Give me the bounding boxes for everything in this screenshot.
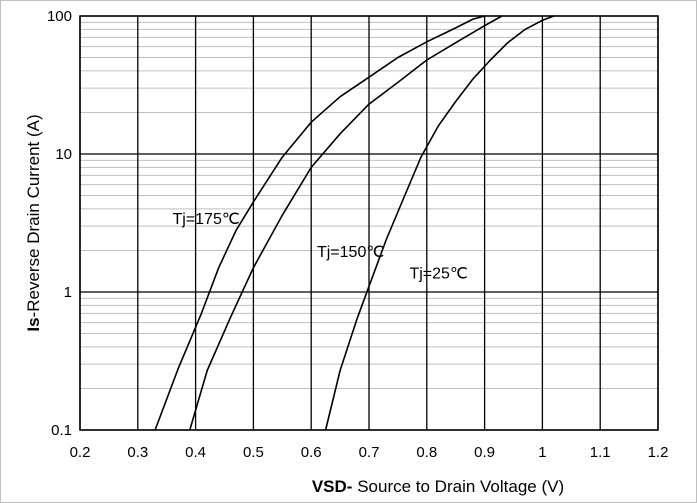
curve-label: Tj=25℃ xyxy=(409,266,467,283)
plot-area-border xyxy=(79,15,659,431)
curve-line xyxy=(324,15,555,431)
curve-line xyxy=(189,15,503,431)
curve-line xyxy=(154,15,485,431)
x-tick-label: 0.6 xyxy=(301,444,322,461)
x-axis-title: VSD- Source to Drain Voltage (V) xyxy=(312,477,564,496)
x-tick-label: 0.2 xyxy=(70,444,91,461)
x-tick-label: 1 xyxy=(538,444,546,461)
x-tick-label: 0.9 xyxy=(474,444,495,461)
y-tick-label: 10 xyxy=(55,146,72,163)
x-tick-label: 0.3 xyxy=(127,444,148,461)
y-axis-title-rest: -Reverse Drain Current (A) xyxy=(24,114,43,317)
curve-label: Tj=175℃ xyxy=(172,211,239,228)
y-axis-title-bold: Is xyxy=(24,317,43,331)
y-axis-title: Is-Reverse Drain Current (A) xyxy=(24,114,43,331)
curve-label: Tj=150℃ xyxy=(317,244,384,261)
y-tick-label: 1 xyxy=(64,284,72,301)
y-tick-label: 100 xyxy=(47,8,72,25)
x-tick-label: 0.7 xyxy=(359,444,380,461)
x-tick-labels: 0.2 0.3 0.4 0.5 0.6 0.7 0.8 0.9 1 1.1 1.2 xyxy=(70,444,669,461)
y-tick-labels: 0.1 1 10 100 xyxy=(47,8,72,439)
curve-annotations: Tj=175℃ Tj=150℃ Tj=25℃ xyxy=(172,211,467,282)
x-tick-label: 0.4 xyxy=(185,444,206,461)
x-tick-label: 1.2 xyxy=(648,444,669,461)
x-axis-title-bold: VSD- xyxy=(312,477,353,496)
x-tick-label: 0.5 xyxy=(243,444,264,461)
curves-group xyxy=(154,15,555,431)
x-axis-title-rest: Source to Drain Voltage (V) xyxy=(352,477,564,496)
x-tick-label: 0.8 xyxy=(416,444,437,461)
x-tick-label: 1.1 xyxy=(590,444,611,461)
y-tick-label: 0.1 xyxy=(51,422,72,439)
